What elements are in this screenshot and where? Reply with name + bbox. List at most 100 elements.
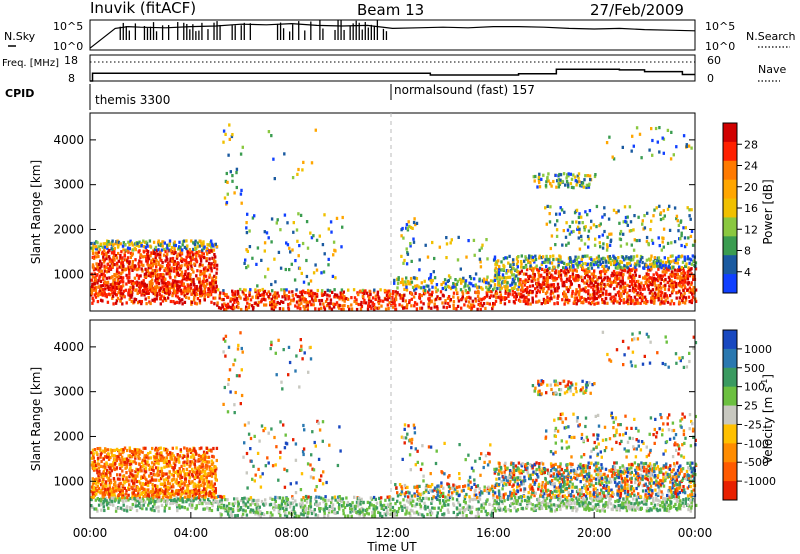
data-cell [618,301,621,305]
data-cell [650,264,653,268]
data-cell [393,278,396,282]
data-cell [269,496,272,500]
data-cell [410,297,413,301]
data-cell [447,278,450,283]
data-cell [106,492,109,496]
data-cell [97,476,101,480]
data-cell [112,256,115,260]
data-cell [253,214,256,218]
data-cell [494,292,497,296]
data-cell [173,283,177,288]
data-cell [483,296,487,300]
data-cell [639,283,642,287]
data-cell [207,473,210,478]
data-cell [415,277,419,281]
data-cell [239,287,242,292]
data-cell [236,500,240,504]
data-cell [367,304,370,308]
data-cell [611,155,614,159]
data-cell [323,305,326,309]
data-cell [191,267,194,271]
freq-tick-top: 18 [64,54,78,67]
data-cell [201,474,204,478]
data-cell [596,282,600,286]
data-cell [186,291,189,296]
data-cell [227,153,230,157]
data-cell [143,492,147,496]
data-cell [113,277,116,281]
data-cell [359,307,363,311]
data-cell [94,466,97,470]
data-cell [544,258,547,262]
data-cell [208,273,212,277]
data-cell [619,298,623,303]
nsearch-tick-top: 10^5 [705,20,735,33]
data-cell [210,267,213,271]
data-cell [159,266,162,270]
data-cell [176,271,180,275]
data-cell [325,502,328,506]
data-cell [98,478,101,483]
data-cell [654,284,657,288]
data-cell [244,502,247,506]
data-cell [415,302,419,306]
data-cell [687,270,690,274]
data-cell [148,288,152,292]
data-cell [303,299,306,304]
data-cell [577,236,580,240]
data-cell [309,300,312,304]
data-cell [181,302,184,306]
data-cell [603,229,606,234]
data-cell [105,484,108,488]
data-cell [199,457,202,461]
data-cell [618,297,622,301]
data-cell [107,465,110,469]
data-cell [424,291,427,295]
data-cell [131,243,134,247]
data-cell [688,214,691,218]
data-cell [99,491,102,495]
data-cell [272,302,276,306]
nsearch-tick-bottom: 10^0 [705,40,735,53]
data-cell [653,299,656,303]
data-cell [321,293,324,297]
data-cell [180,292,183,296]
data-cell [321,243,325,247]
data-cell [110,469,113,473]
data-cell [103,280,107,284]
freq-tick-bottom: 8 [68,72,75,85]
data-cell [212,285,215,289]
data-cell [546,257,549,261]
data-cell [136,494,140,498]
data-cell [90,451,93,455]
data-cell [657,283,660,288]
data-cell [170,485,173,489]
data-cell [117,251,120,256]
data-cell [95,477,98,481]
data-cell [164,485,168,489]
data-cell [345,297,348,301]
data-cell [549,292,552,296]
data-cell [119,452,122,457]
data-cell [505,271,508,275]
data-cell [280,300,283,304]
data-cell [179,470,182,474]
data-cell [158,478,161,482]
data-cell [206,484,209,488]
data-cell [202,507,205,511]
data-cell [169,257,172,261]
data-cell [198,464,201,469]
data-cell [120,261,123,265]
data-cell [293,514,296,518]
data-cell [146,291,149,295]
data-cell [91,460,94,465]
data-cell [371,301,374,305]
data-cell [163,506,167,510]
data-cell [334,511,337,515]
data-cell [179,449,183,454]
data-cell [125,457,129,461]
data-cell [202,240,205,244]
data-cell [190,497,194,501]
data-cell [144,467,148,471]
data-cell [123,496,126,500]
